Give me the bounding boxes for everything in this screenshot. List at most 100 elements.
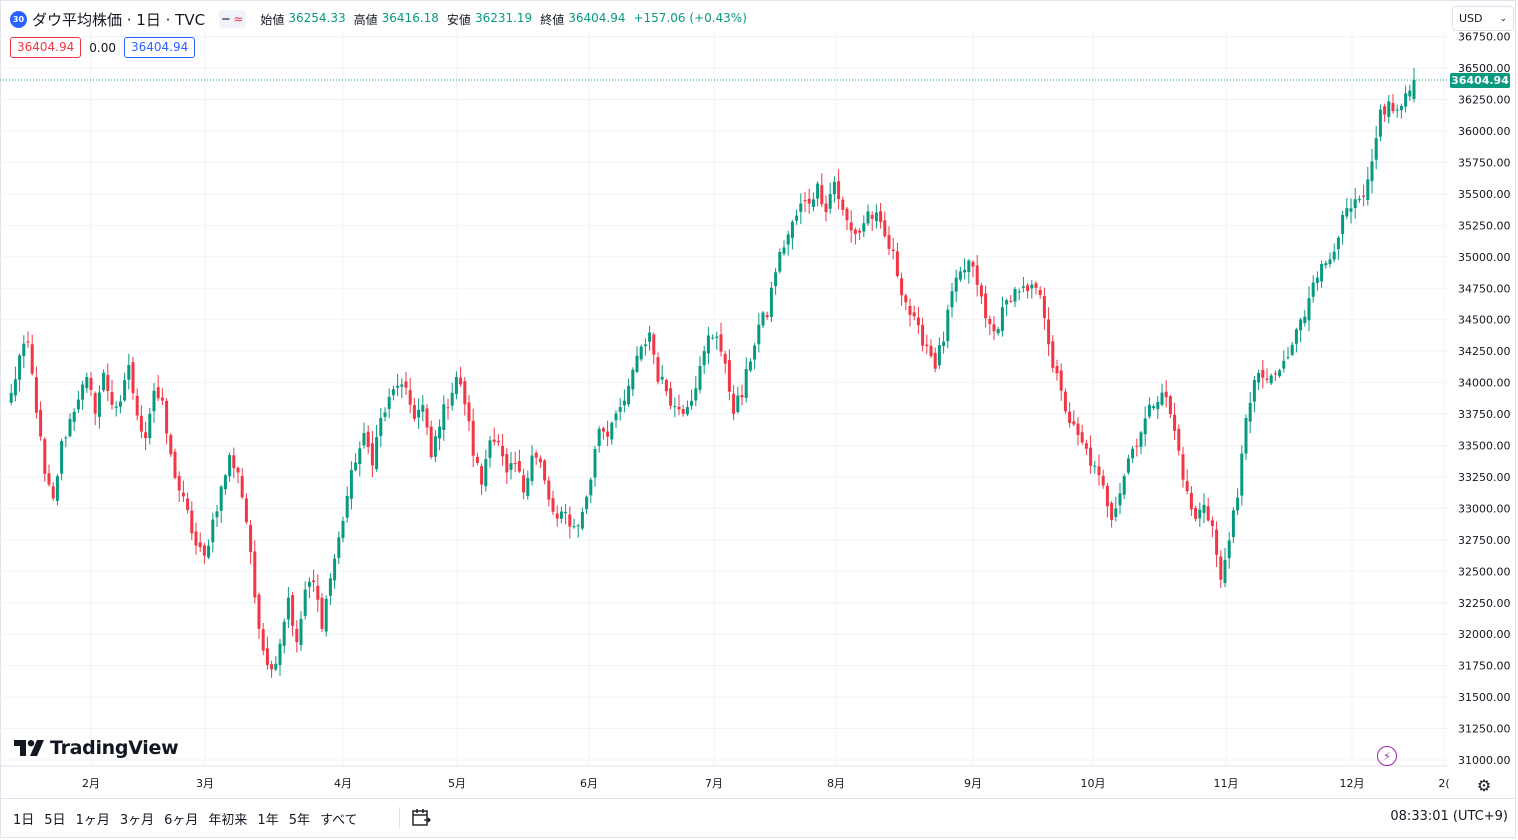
candle-up (1341, 214, 1345, 235)
y-tick-label: 32500.00 (1458, 565, 1511, 578)
candle-up (211, 519, 215, 543)
candle-up (278, 643, 282, 666)
candle-down (1164, 391, 1168, 398)
chart-title[interactable]: ダウ平均株価 · 1日 · TVC (32, 10, 206, 29)
range-1d[interactable]: 1日 (13, 813, 35, 828)
candle-up (690, 400, 694, 406)
candle-down (139, 415, 143, 432)
candle-up (685, 407, 689, 415)
candle-down (316, 585, 320, 600)
gear-icon[interactable]: ⚙ (1476, 775, 1492, 795)
range-6m[interactable]: 6ヶ月 (164, 813, 199, 828)
sell-button[interactable]: 36404.94 (10, 37, 82, 58)
clock-timezone[interactable]: 08:33:01 (UTC+9) (1390, 809, 1508, 824)
candle-up (274, 663, 278, 670)
range-1m[interactable]: 1ヶ月 (75, 813, 110, 828)
y-tick-label: 33000.00 (1458, 502, 1511, 515)
candle-down (984, 293, 988, 319)
candle-up (1231, 510, 1235, 538)
candle-up (484, 459, 488, 487)
x-tick-label: 3月 (196, 777, 214, 790)
candle-up (1114, 508, 1118, 517)
candle-up (1202, 504, 1206, 513)
buy-button[interactable]: 36404.94 (123, 37, 196, 58)
candle-up (1307, 298, 1311, 321)
candle-down (551, 498, 555, 512)
candle-down (1181, 454, 1185, 480)
candle-down (51, 486, 55, 499)
candle-up (597, 428, 601, 447)
candle-up (769, 287, 773, 317)
candle-up (622, 400, 626, 406)
tradingview-logo[interactable]: TradingView (14, 737, 179, 759)
candle-up (795, 215, 799, 221)
candle-up (123, 380, 127, 401)
candle-down (257, 594, 261, 629)
candle-up (711, 337, 715, 339)
candle-up (454, 377, 458, 394)
range-1y[interactable]: 1年 (257, 813, 279, 828)
candle-down (1173, 414, 1177, 431)
candle-up (1017, 291, 1021, 293)
calendar-goto-icon[interactable] (410, 807, 432, 829)
candle-up (1370, 161, 1374, 182)
order-bar: 36404.94 0.00 36404.94 (10, 37, 196, 58)
candle-up (152, 390, 156, 412)
candle-up (761, 312, 765, 326)
candle-down (904, 295, 908, 303)
candle-down (194, 531, 198, 546)
candle-down (404, 381, 408, 388)
candle-up (958, 271, 962, 280)
candle-down (475, 456, 479, 463)
y-tick-label: 33250.00 (1458, 471, 1511, 484)
range-ytd[interactable]: 年初来 (208, 813, 248, 828)
candle-up (572, 526, 576, 528)
candle-up (832, 181, 836, 195)
range-5y[interactable]: 5年 (288, 813, 310, 828)
candle-up (1139, 432, 1143, 447)
candle-up (22, 343, 26, 356)
candle-down (979, 285, 983, 297)
open-value: 36254.33 (288, 10, 346, 25)
candle-up (286, 597, 290, 620)
symbol-badge[interactable]: 30 (10, 10, 27, 28)
candle-up (950, 291, 954, 308)
x-tick-label: 9月 (964, 777, 982, 790)
lightning-icon[interactable]: ⚡ (1377, 746, 1397, 766)
y-tick-label: 36750.00 (1458, 31, 1511, 44)
candle-down (26, 341, 30, 343)
candle-up (1257, 372, 1261, 383)
chart-header: 30 ダウ平均株価 · 1日 · TVC ━ ≈ 始値 36254.33 高値 36… (10, 9, 747, 29)
range-3m[interactable]: 3ヶ月 (119, 813, 155, 828)
y-tick-label: 34250.00 (1458, 345, 1511, 358)
candle-down (723, 353, 727, 364)
candle-up (1353, 199, 1357, 208)
candle-down (1177, 428, 1181, 451)
candle-up (1412, 80, 1416, 100)
indicator-toggle[interactable]: ━ ≈ (219, 10, 247, 28)
candle-down (534, 452, 538, 458)
candle-up (1156, 402, 1160, 410)
candle-up (299, 618, 303, 645)
currency-select[interactable]: USD ⌄ (1452, 6, 1514, 31)
candle-up (303, 589, 307, 616)
candle-up (488, 440, 492, 458)
close-label: 終値 (540, 12, 565, 27)
candle-up (1143, 418, 1147, 435)
candle-up (698, 365, 702, 390)
candle-down (664, 379, 668, 392)
y-tick-label: 32000.00 (1458, 628, 1511, 641)
candle-down (1194, 507, 1198, 519)
range-all[interactable]: すべて (319, 813, 358, 828)
candle-up (1147, 404, 1151, 417)
candle-up (702, 351, 706, 366)
candle-down (1265, 378, 1269, 380)
candle-down (845, 208, 849, 221)
candle-up (215, 511, 219, 518)
candle-up (114, 406, 118, 408)
range-5d[interactable]: 5日 (44, 813, 66, 828)
candle-down (1391, 102, 1395, 112)
y-tick-label: 31250.00 (1458, 723, 1511, 736)
candle-down (459, 377, 463, 385)
